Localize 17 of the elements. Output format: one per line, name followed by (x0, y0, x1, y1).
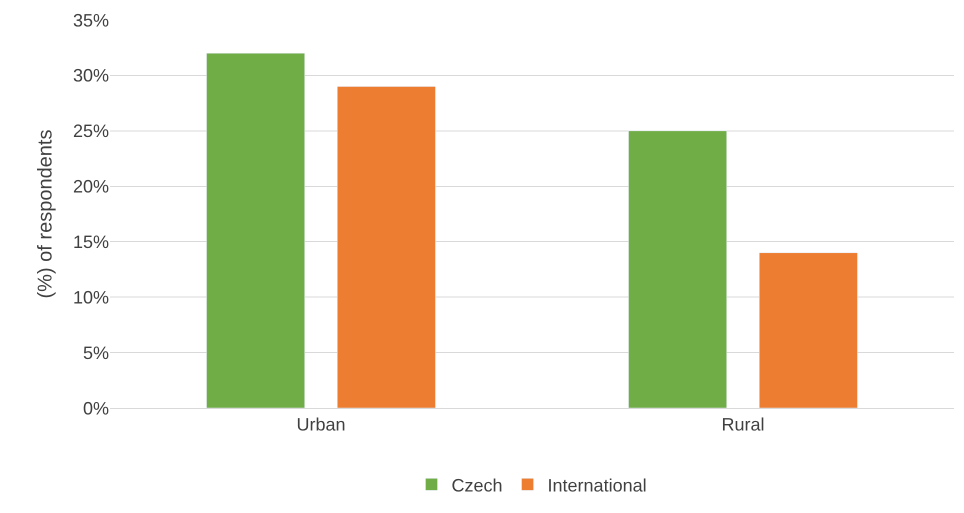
y-tick-label: 10% (72, 287, 109, 308)
y-tick-label: 5% (82, 342, 109, 363)
bar (206, 53, 305, 408)
bar (759, 252, 858, 408)
bar (628, 130, 727, 408)
x-tick-label: Rural (721, 414, 765, 435)
x-tick-label: Urban (296, 414, 346, 435)
y-tick-label: 15% (72, 232, 109, 252)
y-tick-label: 35% (72, 10, 109, 30)
legend-label: Czech (452, 475, 503, 496)
y-tick-label: 25% (72, 121, 109, 142)
legend-label: International (548, 475, 647, 496)
y-tick-label: 20% (72, 176, 109, 197)
y-axis-title: (%) of respondents (34, 130, 56, 298)
y-tick-label: 30% (72, 66, 109, 86)
y-tick-label: 0% (82, 398, 109, 418)
bar (337, 86, 436, 408)
